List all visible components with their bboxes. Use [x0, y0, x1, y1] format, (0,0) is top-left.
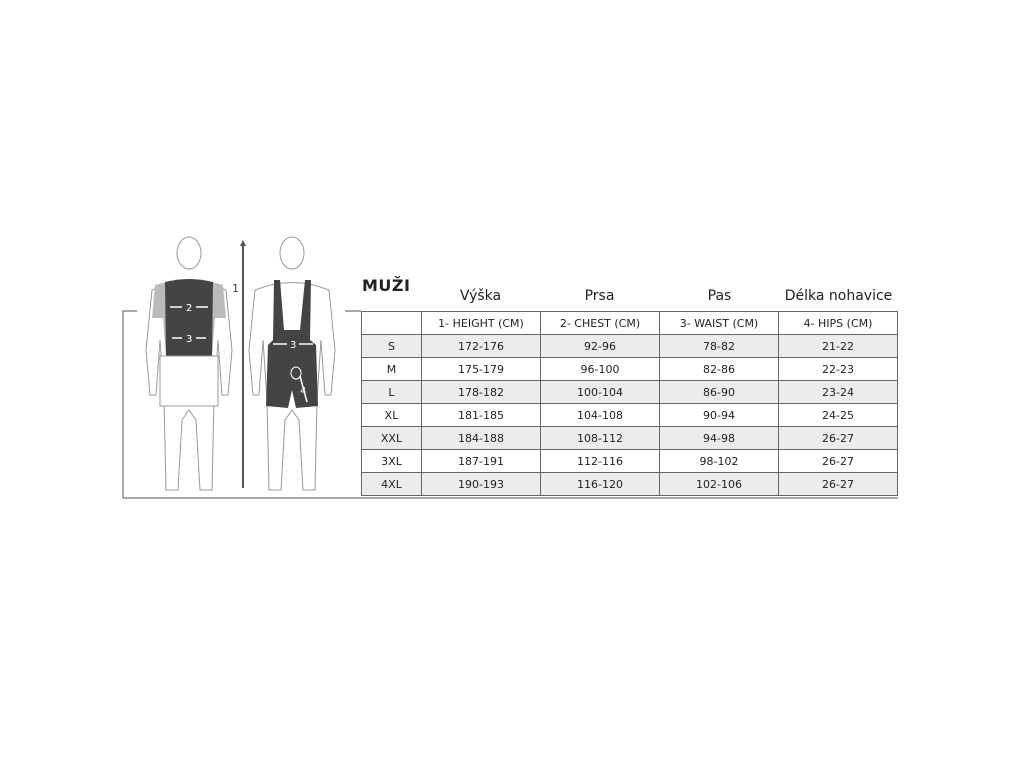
front-figure [145, 236, 233, 491]
header-empty [361, 311, 422, 335]
value-cell: 112-116 [540, 449, 660, 473]
value-cell: 90-94 [659, 403, 779, 427]
table-row: 4XL 190-193 116-120 102-106 26-27 [361, 472, 898, 496]
value-cell: 86-90 [659, 380, 779, 404]
value-cell: 78-82 [659, 334, 779, 358]
table-header-row: 1- HEIGHT (CM) 2- CHEST (CM) 3- WAIST (C… [361, 311, 898, 335]
value-cell: 190-193 [421, 472, 541, 496]
value-cell: 108-112 [540, 426, 660, 450]
value-cell: 175-179 [421, 357, 541, 381]
value-cell: 102-106 [659, 472, 779, 496]
value-cell: 23-24 [778, 380, 898, 404]
column-title-height: Výška [459, 288, 502, 304]
waist-label: 3 [186, 334, 192, 345]
value-cell: 184-188 [421, 426, 541, 450]
value-cell: 100-104 [540, 380, 660, 404]
height-label: 1 [232, 282, 239, 295]
table-row: L 178-182 100-104 86-90 23-24 [361, 380, 898, 404]
back-figure [248, 236, 336, 491]
column-title-chest: Prsa [584, 288, 615, 304]
column-title-leg: Délka nohavice [784, 288, 893, 304]
table-row: S 172-176 92-96 78-82 21-22 [361, 334, 898, 358]
table-row: XL 181-185 104-108 90-94 24-25 [361, 403, 898, 427]
size-cell: 3XL [361, 449, 422, 473]
value-cell: 116-120 [540, 472, 660, 496]
value-cell: 181-185 [421, 403, 541, 427]
size-cell: M [361, 357, 422, 381]
table-row: M 175-179 96-100 82-86 22-23 [361, 357, 898, 381]
value-cell: 172-176 [421, 334, 541, 358]
value-cell: 26-27 [778, 449, 898, 473]
size-cell: XXL [361, 426, 422, 450]
value-cell: 24-25 [778, 403, 898, 427]
table-title: MUŽI [362, 276, 411, 295]
value-cell: 22-23 [778, 357, 898, 381]
size-cell: L [361, 380, 422, 404]
value-cell: 187-191 [421, 449, 541, 473]
value-cell: 104-108 [540, 403, 660, 427]
value-cell: 26-27 [778, 426, 898, 450]
value-cell: 98-102 [659, 449, 779, 473]
value-cell: 21-22 [778, 334, 898, 358]
header-cell: 1- HEIGHT (CM) [421, 311, 541, 335]
value-cell: 178-182 [421, 380, 541, 404]
value-cell: 26-27 [778, 472, 898, 496]
size-cell: XL [361, 403, 422, 427]
column-title-waist: Pas [707, 288, 732, 304]
table-row: XXL 184-188 108-112 94-98 26-27 [361, 426, 898, 450]
header-cell: 3- WAIST (CM) [659, 311, 779, 335]
value-cell: 92-96 [540, 334, 660, 358]
size-cell: S [361, 334, 422, 358]
value-cell: 82-86 [659, 357, 779, 381]
size-table: 1- HEIGHT (CM) 2- CHEST (CM) 3- WAIST (C… [361, 311, 898, 496]
header-cell: 2- CHEST (CM) [540, 311, 660, 335]
chest-label: 2 [186, 303, 192, 314]
size-cell: 4XL [361, 472, 422, 496]
table-row: 3XL 187-191 112-116 98-102 26-27 [361, 449, 898, 473]
hips-label: 4 [300, 386, 306, 397]
value-cell: 96-100 [540, 357, 660, 381]
header-cell: 4- HIPS (CM) [778, 311, 898, 335]
value-cell: 94-98 [659, 426, 779, 450]
frame-line [122, 310, 898, 499]
waist-label: 3 [290, 340, 296, 351]
